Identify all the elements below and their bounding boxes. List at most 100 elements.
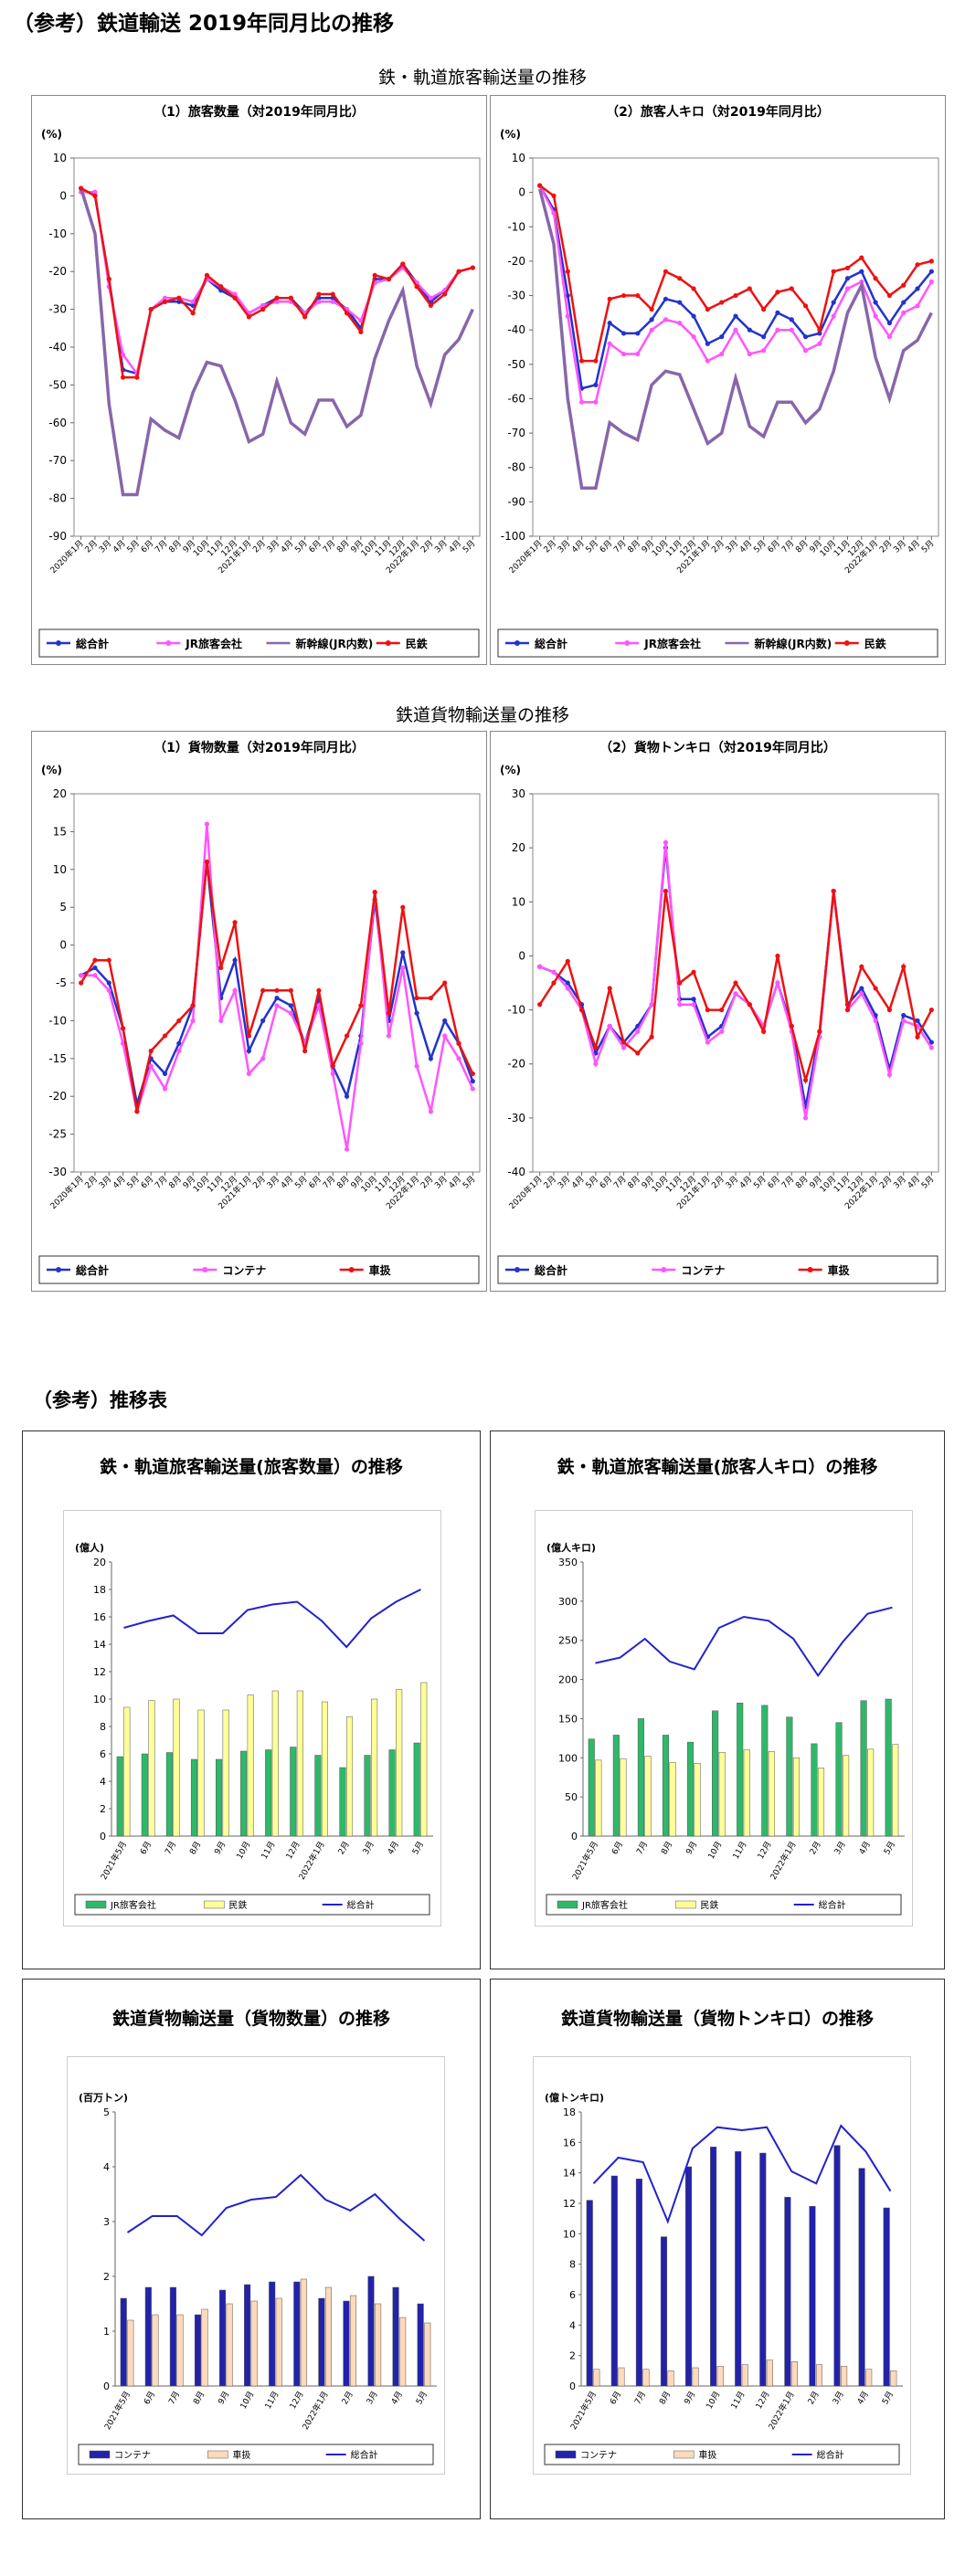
- y-tick-label: 300: [558, 1596, 578, 1608]
- data-point: [789, 327, 794, 333]
- data-point: [470, 1086, 475, 1092]
- bar: [420, 1682, 428, 1837]
- legend-swatch: [207, 2450, 228, 2459]
- data-point: [106, 957, 111, 963]
- bar: [197, 1709, 205, 1837]
- data-point: [649, 307, 654, 312]
- data-point: [470, 265, 475, 270]
- bar: [219, 2289, 227, 2387]
- legend-swatch: [675, 1900, 696, 1909]
- data-point: [274, 1003, 280, 1008]
- data-point: [176, 1018, 182, 1023]
- bar: [349, 2295, 357, 2387]
- bar: [843, 1755, 850, 1837]
- data-point: [677, 276, 683, 281]
- data-point: [620, 292, 627, 299]
- x-tick-label: 4月: [906, 1174, 922, 1190]
- y-tick-label: 12: [93, 1666, 106, 1678]
- y-tick-label: -20: [507, 255, 525, 268]
- x-tick-label: 5月: [461, 1174, 477, 1190]
- data-point: [162, 1071, 168, 1076]
- y-tick-label: 0: [59, 939, 67, 952]
- series-line: [123, 1589, 421, 1649]
- x-tick-label: 7月: [779, 1174, 796, 1190]
- data-point: [190, 1003, 196, 1008]
- legend-marker: [624, 640, 631, 646]
- data-point: [148, 1063, 154, 1069]
- data-point: [607, 296, 612, 301]
- y-tick-label: 6: [569, 2289, 576, 2301]
- bar: [265, 1749, 272, 1837]
- y-tick-label: -90: [48, 530, 67, 543]
- bar: [718, 1752, 726, 1837]
- x-tick-label: 5月: [293, 1174, 310, 1190]
- y-tick-label: -10: [507, 220, 525, 233]
- legend-marker: [348, 1267, 355, 1272]
- x-tick-label: 2021年5月: [567, 2390, 599, 2432]
- legend-marker: [514, 640, 520, 646]
- data-point: [761, 307, 767, 312]
- legend-label: 民鉄: [228, 1899, 247, 1911]
- x-tick-label: 7月: [611, 538, 628, 554]
- data-point: [428, 995, 434, 1001]
- bar: [296, 1690, 303, 1837]
- passenger-count-svg: （1）旅客数量（対2019年同月比） (%) -90 -80 -70 -60 -50 -40 -…: [38, 104, 481, 658]
- data-point: [649, 1002, 654, 1008]
- data-point: [218, 288, 224, 293]
- y-tick-label: -25: [48, 1128, 67, 1141]
- ref-freight-tonkm-title: 鉄道貨物輸送量（貨物トンキロ）の推移: [560, 2009, 874, 2029]
- page-title: （参考）鉄道輸送 2019年同月比の推移: [13, 12, 395, 36]
- data-point: [831, 300, 836, 305]
- data-point: [831, 269, 836, 274]
- data-point: [400, 261, 406, 267]
- data-point: [106, 276, 111, 282]
- data-point: [719, 300, 725, 305]
- legend-marker: [56, 1267, 61, 1272]
- chart-title: （2）貨物トンキロ（対2019年同月比）: [599, 740, 836, 755]
- data-point: [260, 1056, 266, 1061]
- x-tick-label: 5月: [752, 1174, 769, 1190]
- legend-label: コンテナ: [580, 2450, 617, 2461]
- x-tick-label: 3月: [97, 1174, 113, 1190]
- data-point: [663, 317, 669, 322]
- data-point: [915, 262, 920, 268]
- y-tick-label: 0: [518, 949, 525, 962]
- x-tick-label: 5月: [584, 1174, 600, 1190]
- legend-box: [497, 628, 938, 658]
- data-point: [663, 296, 669, 301]
- data-point: [218, 284, 224, 290]
- bar: [367, 2275, 375, 2387]
- data-point: [901, 300, 907, 305]
- legend-label: 総合計: [351, 2449, 378, 2461]
- legend-label: 総合計: [535, 637, 567, 650]
- y-tick-label: 200: [558, 1674, 578, 1686]
- bar: [768, 1751, 775, 1837]
- data-point: [928, 1040, 934, 1045]
- bar: [194, 2314, 202, 2387]
- legend-marker: [514, 1267, 520, 1272]
- data-point: [428, 295, 434, 301]
- data-point: [901, 310, 907, 315]
- data-point: [92, 957, 98, 963]
- y-tick-label: 18: [93, 1584, 106, 1596]
- freight-section-title: 鉄道貨物輸送量の推移: [395, 705, 569, 725]
- bar: [811, 1743, 818, 1837]
- bar: [841, 2366, 848, 2387]
- x-tick-label: 2月: [877, 1174, 894, 1190]
- bar: [588, 1738, 595, 1837]
- legend-label: 総合計: [819, 1899, 846, 1911]
- y-tick-label: 0: [571, 1831, 578, 1842]
- y-tick-label: 250: [558, 1635, 578, 1647]
- data-point: [565, 980, 570, 986]
- data-point: [775, 953, 780, 959]
- data-point: [260, 1018, 266, 1023]
- legend-marker: [56, 640, 61, 646]
- bar: [620, 1758, 627, 1837]
- data-point: [844, 265, 851, 271]
- data-point: [607, 341, 612, 346]
- y-axis-unit: (%): [41, 764, 62, 776]
- x-tick-label: 3月: [265, 1174, 281, 1190]
- data-point: [578, 399, 585, 405]
- legend-label: 総合計: [76, 1263, 109, 1277]
- passenger-km-svg: （2）旅客人キロ（対2019年同月比）(%)-100-90-80-70-60-5…: [497, 104, 939, 658]
